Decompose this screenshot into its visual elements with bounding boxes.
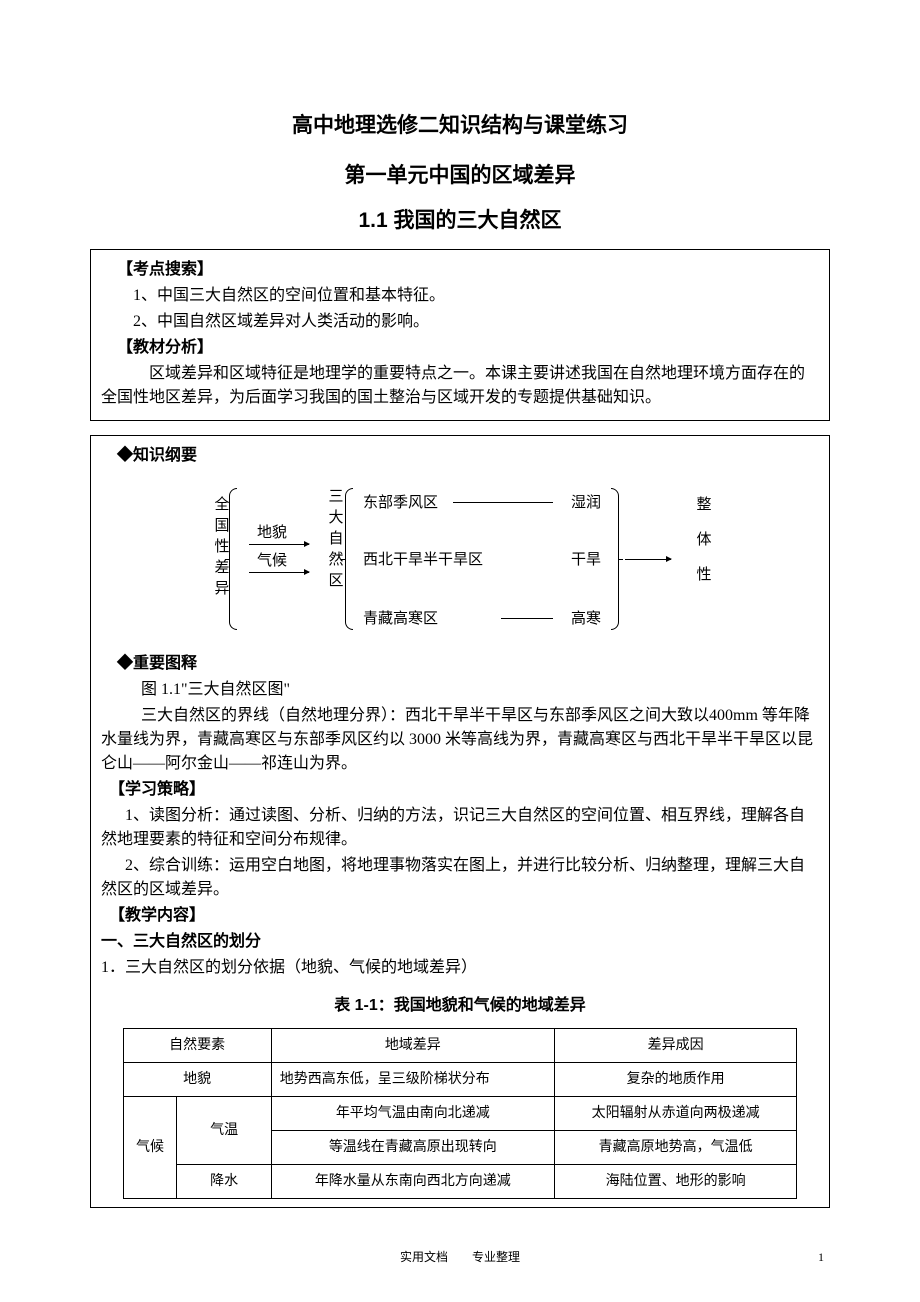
tushi-text: 三大自然区的界线（自然地理分界）：西北干旱半干旱区与东部季风区之间大致以400m… <box>101 704 819 776</box>
diagram-mid-label: 三大自然区 <box>323 488 346 593</box>
line-3 <box>501 618 553 619</box>
title-section: 1.1 我国的三大自然区 <box>90 205 830 237</box>
table-title: 表 1-1：我国地貌和气候的地域差异 <box>101 994 819 1018</box>
table-geo-diff: 自然要素 地域差异 差异成因 地貌 地势西高东低，呈三级阶梯状分布 复杂的地质作… <box>123 1028 798 1199</box>
cell-qiwen-d2: 等温线在青藏高原出现转向 <box>271 1130 554 1164</box>
cell-js-diff: 年降水量从东南向西北方向递减 <box>271 1164 554 1198</box>
xuexi-1: 1、读图分析：通过读图、分析、归纳的方法，识记三大自然区的空间位置、相互界线，理… <box>101 804 819 852</box>
page-number: 1 <box>818 1248 824 1266</box>
cell-qiwen: 气温 <box>177 1096 271 1164</box>
brace-right <box>611 488 619 630</box>
title-sub: 第一单元中国的区域差异 <box>90 160 830 192</box>
table-row: 自然要素 地域差异 差异成因 <box>123 1028 797 1062</box>
kaodian-item-2: 2、中国自然区域差异对人类活动的影响。 <box>101 310 819 334</box>
cell-qihou: 气候 <box>123 1096 177 1198</box>
cell-qiwen-c1: 太阳辐射从赤道向两极递减 <box>554 1096 797 1130</box>
line-1 <box>453 502 553 503</box>
cell-dimao-cause: 复杂的地质作用 <box>554 1062 797 1096</box>
climate-wet: 湿润 <box>571 492 601 515</box>
heading-kaodian: 【考点搜索】 <box>101 258 819 282</box>
cell-dimao: 地貌 <box>123 1062 271 1096</box>
cell-qiwen-d1: 年平均气温由南向北递减 <box>271 1096 554 1130</box>
brace-left-1 <box>229 488 237 630</box>
label-dimao: 地貌 <box>257 522 287 545</box>
climate-dry: 干旱 <box>571 549 601 572</box>
knowledge-diagram: 全国性差异 地貌 气候 三大自然区 东部季风区 西北干旱半干旱区 青藏高寒区 湿… <box>101 478 819 648</box>
heading-tushi: ◆重要图释 <box>101 652 819 676</box>
heading-zhishi: ◆知识纲要 <box>101 444 819 468</box>
title-main: 高中地理选修二知识结构与课堂练习 <box>90 110 830 142</box>
heading-jiaocai: 【教材分析】 <box>101 336 819 360</box>
tushi-caption: 图 1.1"三大自然区图" <box>101 678 819 702</box>
region-qz: 青藏高寒区 <box>363 608 438 631</box>
section-1-1: 1．三大自然区的划分依据（地貌、气候的地域差异） <box>101 956 819 980</box>
th-cause: 差异成因 <box>554 1028 797 1062</box>
table-row: 地貌 地势西高东低，呈三级阶梯状分布 复杂的地质作用 <box>123 1062 797 1096</box>
table-row: 气候 气温 年平均气温由南向北递减 太阳辐射从赤道向两极递减 <box>123 1096 797 1130</box>
section-1: 一、三大自然区的划分 <box>101 930 819 954</box>
region-nw: 西北干旱半干旱区 <box>363 549 483 572</box>
th-diff: 地域差异 <box>271 1028 554 1062</box>
cell-dimao-diff: 地势西高东低，呈三级阶梯状分布 <box>271 1062 554 1096</box>
cell-js-cause: 海陆位置、地形的影响 <box>554 1164 797 1198</box>
jiaocai-text: 区域差异和区域特征是地理学的重要特点之一。本课主要讲述我国在自然地理环境方面存在… <box>101 362 819 410</box>
footer-text: 实用文档 专业整理 <box>0 1248 920 1266</box>
box-exam-points: 【考点搜索】 1、中国三大自然区的空间位置和基本特征。 2、中国自然区域差异对人… <box>90 249 830 421</box>
diagram-right-label: 整体性 <box>691 496 714 601</box>
heading-xuexi: 【学习策略】 <box>101 778 819 802</box>
climate-cold: 高寒 <box>571 608 601 631</box>
region-east: 东部季风区 <box>363 492 438 515</box>
xuexi-2: 2、综合训练：运用空白地图，将地理事物落实在图上，并进行比较分析、归纳整理，理解… <box>101 854 819 902</box>
kaodian-item-1: 1、中国三大自然区的空间位置和基本特征。 <box>101 284 819 308</box>
th-element: 自然要素 <box>123 1028 271 1062</box>
cell-qiwen-c2: 青藏高原地势高，气温低 <box>554 1130 797 1164</box>
arrow-whole <box>625 559 671 560</box>
heading-jiaoxue: 【教学内容】 <box>101 904 819 928</box>
brace-left-2 <box>345 488 353 630</box>
cell-js: 降水 <box>177 1164 271 1198</box>
box-content: ◆知识纲要 全国性差异 地貌 气候 三大自然区 东部季风区 西北干旱半干旱区 青… <box>90 435 830 1208</box>
label-qihou: 气候 <box>257 550 287 573</box>
table-row: 降水 年降水量从东南向西北方向递减 海陆位置、地形的影响 <box>123 1164 797 1198</box>
